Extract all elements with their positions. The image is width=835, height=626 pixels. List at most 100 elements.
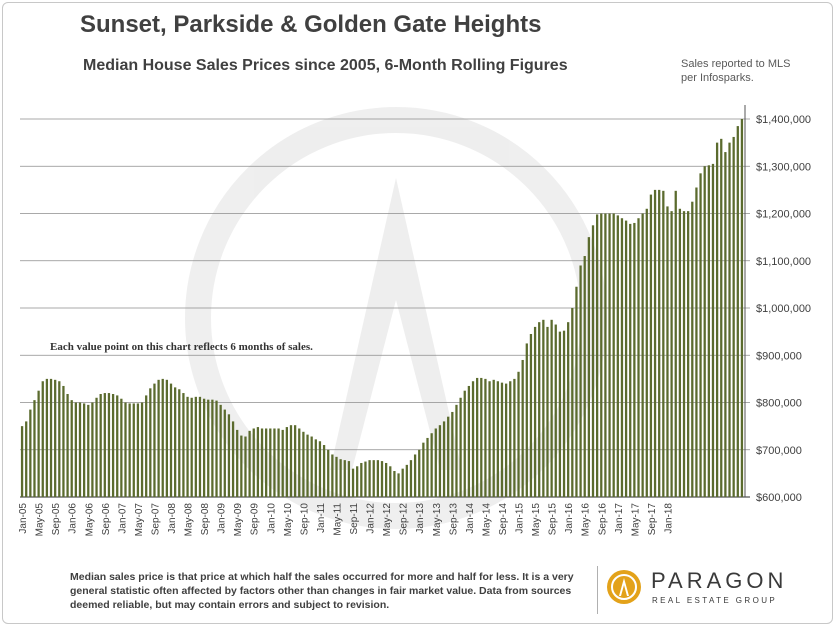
- bar: [678, 208, 682, 497]
- x-tick-label: Jan-11: [316, 503, 327, 533]
- bar: [74, 402, 77, 497]
- bar: [327, 449, 330, 497]
- x-tick-label: Jan-06: [68, 503, 79, 534]
- bar: [87, 404, 90, 497]
- bar: [314, 439, 317, 497]
- bar: [633, 222, 636, 497]
- bar: [509, 381, 512, 497]
- bar: [277, 428, 280, 497]
- x-tick-label: Sep-05: [51, 503, 62, 536]
- bar: [695, 187, 698, 497]
- x-tick-label: May-06: [84, 503, 95, 537]
- x-tick-label: Jan-16: [564, 503, 575, 534]
- bar: [459, 397, 462, 497]
- bar: [715, 142, 719, 498]
- bar: [54, 379, 57, 497]
- bar: [82, 403, 86, 497]
- bar: [587, 237, 590, 498]
- bar: [608, 213, 611, 497]
- bar: [145, 395, 148, 497]
- bar: [25, 421, 28, 497]
- bar: [149, 388, 152, 497]
- x-tick-label: Sep-16: [597, 503, 608, 536]
- bar: [389, 466, 392, 497]
- bar: [476, 377, 479, 497]
- x-tick-label: Jan-05: [18, 503, 29, 534]
- bar: [140, 402, 144, 497]
- bar: [496, 381, 499, 497]
- bar: [285, 427, 288, 497]
- bar: [186, 396, 189, 497]
- bar: [269, 428, 272, 497]
- bar: [219, 404, 222, 497]
- bar: [339, 459, 342, 497]
- bar: [463, 390, 466, 497]
- y-axis-labels: $600,000 $700,000 $800,000 $900,000 $1,000,0…: [756, 114, 811, 504]
- bar: [256, 427, 260, 497]
- bar: [240, 435, 243, 497]
- bar: [550, 319, 553, 497]
- bar: [405, 464, 408, 497]
- source-line-1: Sales reported to MLS: [681, 58, 791, 70]
- y-tick-label: $800,000: [756, 398, 802, 410]
- bar: [629, 223, 632, 497]
- x-tick-label: Jan-18: [664, 503, 675, 534]
- bar: [567, 322, 570, 497]
- bar: [542, 319, 545, 497]
- x-tick-label: Jan-13: [415, 503, 426, 534]
- bar: [736, 126, 739, 497]
- bar: [376, 460, 380, 497]
- bar: [442, 421, 446, 497]
- bar: [422, 442, 425, 497]
- bar: [37, 390, 40, 497]
- bar: [575, 286, 578, 497]
- bar: [343, 460, 346, 497]
- bar: [62, 385, 65, 497]
- y-tick-label: $600,000: [756, 492, 802, 504]
- bar: [732, 136, 735, 497]
- bar: [335, 456, 338, 497]
- x-tick-label: Sep-17: [647, 503, 658, 536]
- bar: [703, 166, 706, 497]
- bar: [202, 398, 206, 497]
- bar: [207, 399, 210, 497]
- bar: [418, 449, 421, 497]
- x-tick-label: Sep-08: [200, 503, 211, 536]
- bar: [223, 409, 226, 497]
- bar: [521, 359, 524, 497]
- bar: [740, 119, 744, 497]
- x-tick-label: Sep-15: [548, 503, 559, 536]
- x-tick-label: May-11: [333, 503, 344, 536]
- footer-divider: [597, 566, 598, 614]
- bar: [720, 138, 723, 497]
- bar: [682, 211, 686, 497]
- y-tick-label: $1,000,000: [756, 303, 811, 315]
- x-tick-label: May-10: [283, 503, 294, 537]
- x-tick-label: Jan-10: [266, 503, 277, 534]
- bar: [58, 381, 61, 497]
- bar: [153, 383, 156, 497]
- bar: [310, 436, 313, 497]
- bar: [356, 466, 359, 497]
- bar: [190, 397, 193, 497]
- bar: [128, 403, 131, 497]
- bar: [124, 402, 127, 497]
- bar: [691, 201, 694, 497]
- bar: [513, 378, 516, 498]
- bar: [157, 379, 160, 497]
- y-tick-label: $1,200,000: [756, 209, 811, 221]
- bar: [161, 378, 164, 498]
- bar: [393, 471, 396, 497]
- bar: [194, 396, 197, 497]
- x-tick-label: Jan-07: [117, 503, 128, 534]
- bar: [430, 433, 433, 497]
- bar: [273, 428, 276, 497]
- bar: [571, 308, 574, 497]
- bar: [662, 190, 665, 497]
- x-tick-label: Jan-09: [217, 503, 228, 534]
- x-tick-label: Jan-17: [614, 503, 625, 534]
- bar: [178, 389, 181, 497]
- bar: [293, 425, 297, 497]
- x-tick-label: Jan-14: [465, 503, 476, 534]
